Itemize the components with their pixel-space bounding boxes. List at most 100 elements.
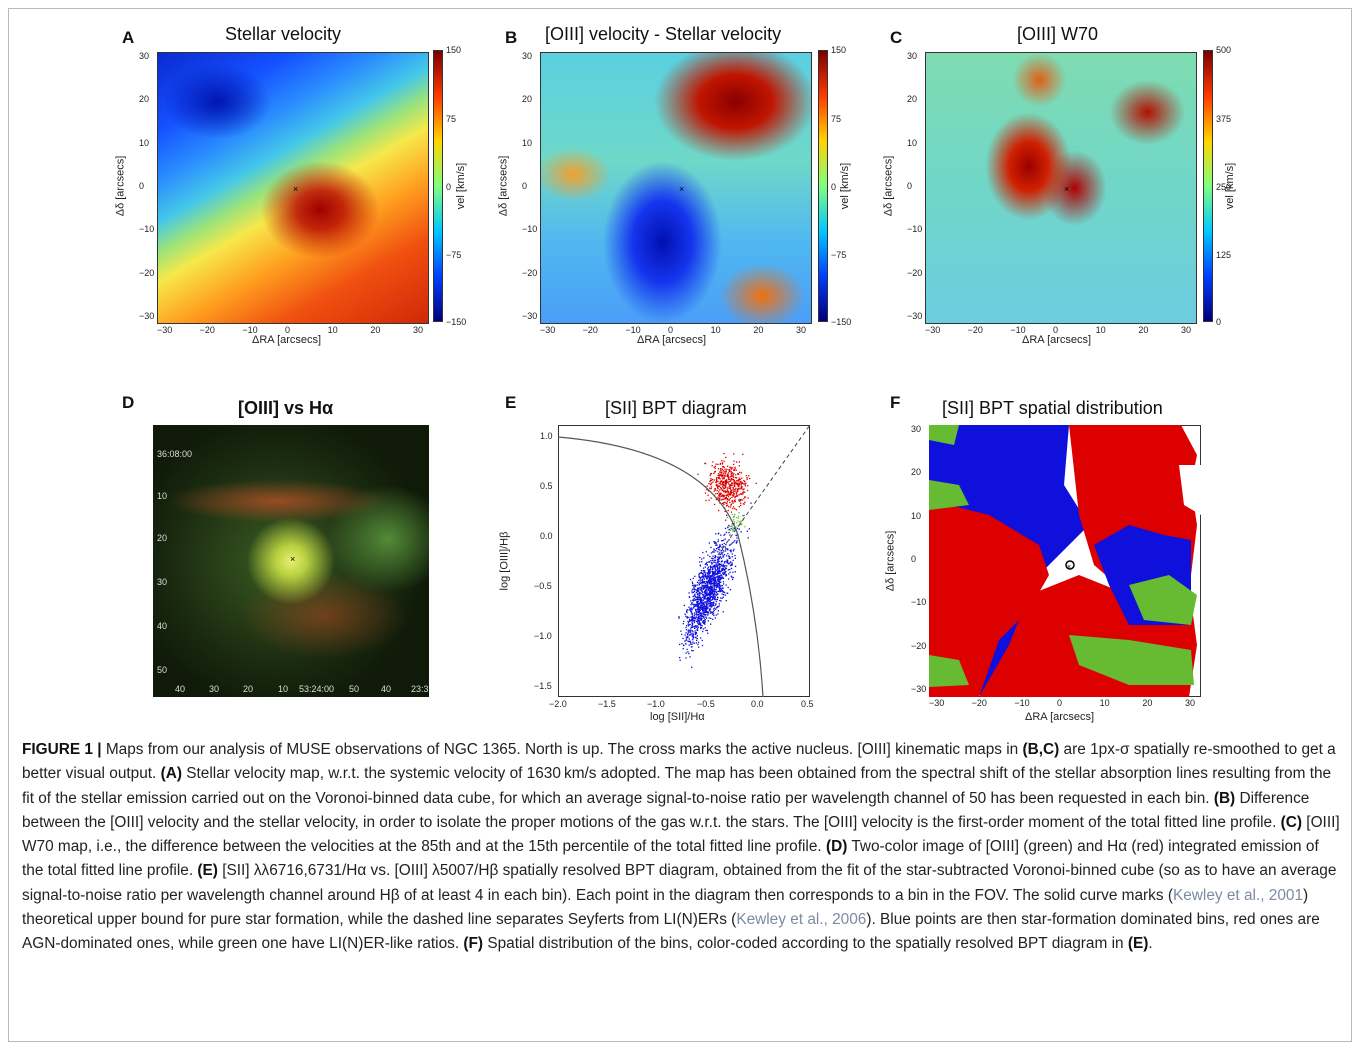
x-tick: −0.5 — [697, 699, 715, 709]
scatter-point — [689, 620, 691, 622]
caption-text: Maps from our analysis of MUSE observati… — [101, 741, 1023, 758]
caption-panel-ref: (D) — [825, 838, 848, 856]
scatter-point — [713, 466, 715, 468]
scatter-point — [717, 572, 719, 575]
scatter-point — [715, 478, 718, 480]
scatter-point — [708, 561, 710, 563]
scatter-point — [692, 641, 694, 643]
dec-label: 40 — [157, 621, 168, 631]
scatter-point — [740, 487, 743, 489]
citation-link[interactable]: Kewley et al., 2001 — [1172, 886, 1304, 904]
scatter-point — [725, 470, 727, 472]
scatter-point — [718, 585, 720, 587]
scatter-point — [689, 608, 691, 610]
scatter-point — [689, 607, 691, 610]
scatter-point — [705, 601, 707, 603]
scatter-point — [718, 476, 720, 478]
scatter-point — [692, 591, 695, 593]
scatter-point — [690, 633, 692, 635]
scatter-point — [709, 609, 711, 611]
scatter-point — [710, 497, 712, 499]
x-tick: −20 — [199, 325, 215, 335]
scatter-point — [710, 562, 712, 564]
citation-link[interactable]: Kewley et al., 2006 — [736, 911, 867, 929]
scatter-point — [703, 577, 705, 579]
scatter-point — [724, 510, 726, 513]
scatter-point — [704, 621, 706, 623]
scatter-point — [734, 466, 736, 468]
scatter-point — [731, 482, 733, 485]
scatter-point — [714, 579, 716, 581]
scatter-point — [721, 597, 723, 599]
scatter-point — [713, 582, 715, 584]
scatter-point — [714, 470, 716, 473]
scatter-point — [717, 463, 719, 465]
y-tick: 0 — [911, 554, 917, 564]
scatter-point — [729, 493, 731, 495]
scatter-point — [721, 463, 724, 465]
scatter-point — [731, 576, 733, 578]
scatter-point — [725, 481, 728, 483]
scatter-point — [686, 609, 688, 611]
y-tick: −10 — [911, 597, 927, 608]
scatter-point — [733, 530, 735, 532]
scatter-point — [718, 558, 720, 560]
scatter-point — [703, 620, 705, 622]
scatter-point — [718, 575, 721, 578]
scatter-point — [732, 475, 734, 477]
scatter-point — [732, 489, 734, 491]
x-axis-label: ΔRA [arcsecs] — [1025, 711, 1095, 723]
scatter-point — [722, 576, 724, 578]
scatter-point — [682, 623, 684, 625]
scatter-point — [744, 485, 747, 487]
scatter-point — [715, 481, 717, 484]
scatter-point — [719, 496, 721, 498]
scatter-point — [713, 593, 715, 595]
scatter-point — [710, 605, 712, 607]
scatter-point — [712, 584, 714, 586]
scatter-point — [717, 560, 719, 562]
scatter-point — [723, 480, 725, 483]
cbar-tick: 500 — [1216, 45, 1232, 55]
scatter-point — [723, 460, 725, 462]
scatter-point — [687, 623, 689, 625]
scatter-point — [702, 602, 704, 605]
scatter-point — [719, 549, 721, 551]
scatter-point — [711, 575, 713, 577]
scatter-point — [713, 541, 715, 543]
cbar-label: vel [km/s] — [1224, 162, 1237, 210]
scatter-point — [706, 591, 709, 593]
scatter-point — [727, 472, 730, 474]
scatter-point — [712, 568, 714, 570]
scatter-point — [728, 493, 730, 496]
caption-figure-label: FIGURE 1 | — [22, 741, 102, 758]
scatter-point — [730, 525, 732, 528]
scatter-point — [733, 460, 735, 462]
scatter-point — [710, 606, 712, 608]
scatter-point — [710, 560, 712, 562]
scatter-point — [718, 603, 720, 605]
scatter-point — [703, 601, 705, 604]
scatter-point — [728, 498, 730, 501]
scatter-point — [717, 551, 719, 553]
x-tick: 20 — [1142, 698, 1153, 708]
scatter-point — [736, 477, 738, 479]
scatter-point — [706, 598, 708, 601]
scatter-point — [689, 623, 691, 626]
scatter-point — [696, 604, 698, 606]
scatter-point — [733, 515, 735, 518]
scatter-point — [738, 500, 741, 502]
scatter-point — [694, 584, 697, 586]
y-tick: 20 — [907, 94, 918, 105]
scatter-point — [701, 605, 703, 607]
ra-label: 20 — [243, 684, 254, 694]
y-axis-label: Δδ [arcsecs] — [114, 155, 127, 217]
scatter-point — [700, 599, 702, 602]
scatter-point — [717, 468, 720, 470]
scatter-point — [688, 596, 691, 598]
scatter-point — [738, 479, 740, 481]
scatter-point — [700, 624, 702, 626]
scatter-point — [730, 473, 733, 475]
scatter-point — [693, 617, 695, 620]
y-tick: 10 — [139, 137, 150, 148]
